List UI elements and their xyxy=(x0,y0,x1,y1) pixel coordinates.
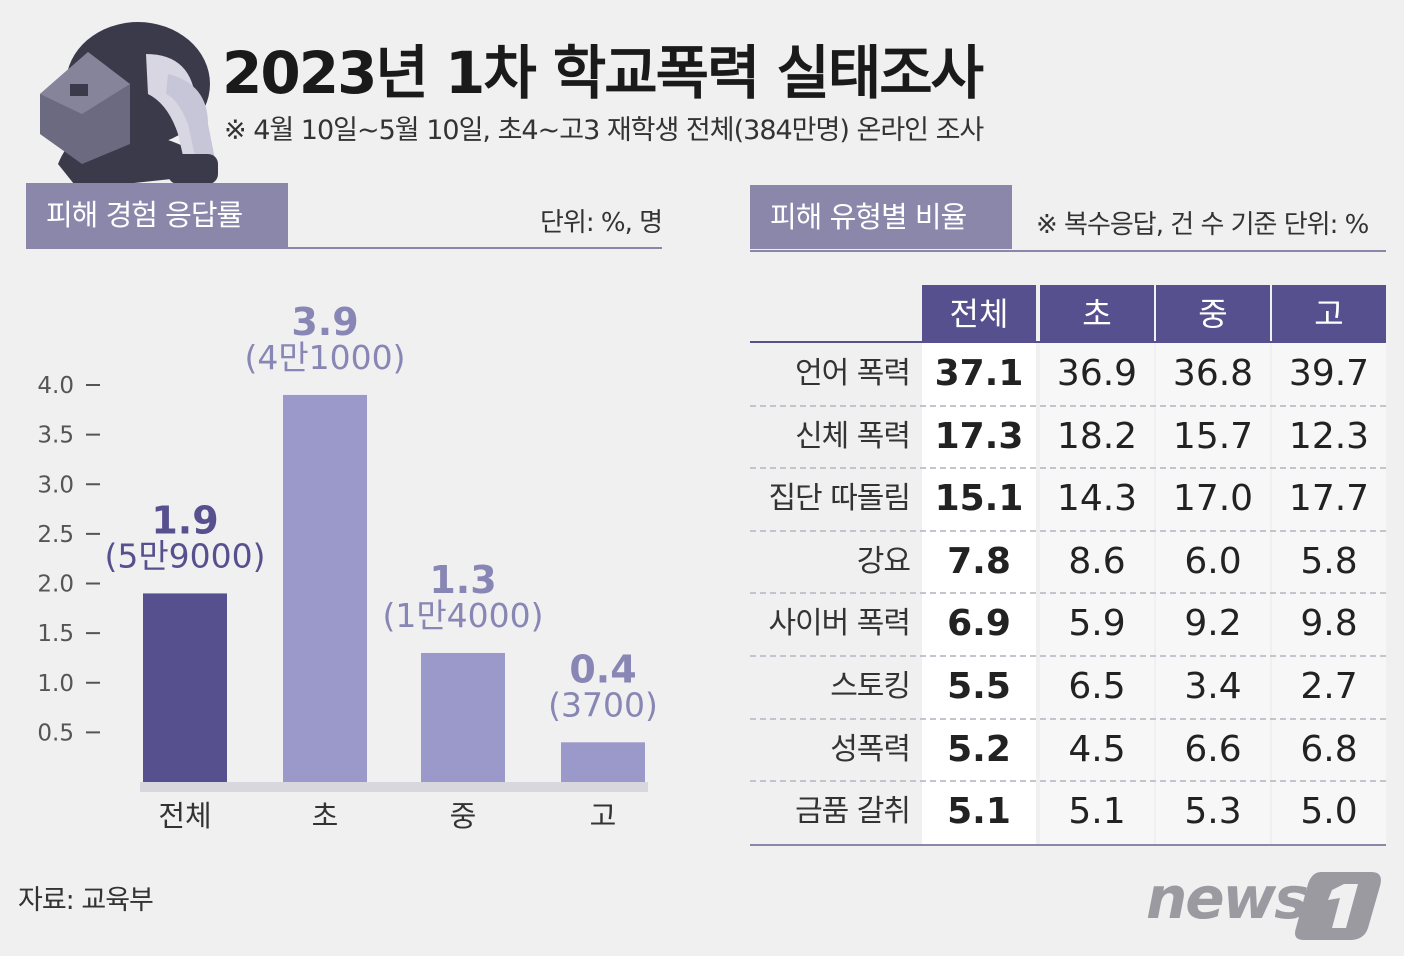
table-row-divider xyxy=(750,467,1386,470)
table-row-label: 언어 폭력 xyxy=(795,356,911,391)
table-row-label: 집단 따돌림 xyxy=(768,481,911,517)
table-row-divider xyxy=(750,404,1386,407)
table-cell: 37.1 xyxy=(934,353,1024,394)
bar-count-label: (3700) xyxy=(548,685,658,724)
student-illustration xyxy=(40,22,218,189)
bar-count-label: (1만4000) xyxy=(382,596,543,635)
table-cell: 6.0 xyxy=(1184,540,1242,582)
y-tick-label: 2.5 xyxy=(37,522,74,548)
table-column-header: 전체 xyxy=(922,285,1036,343)
table-row-label: 스토킹 xyxy=(830,669,911,704)
y-tick-label: 3.5 xyxy=(37,423,74,449)
table-cell: 18.2 xyxy=(1056,415,1138,457)
table-cell: 12.3 xyxy=(1288,415,1370,457)
table-cell: 9.2 xyxy=(1184,603,1242,645)
x-category-label: 고 xyxy=(590,799,617,833)
table-cell: 5.0 xyxy=(1300,791,1358,833)
table-cell: 5.3 xyxy=(1184,791,1242,833)
y-tick-label: 3.0 xyxy=(37,472,74,498)
table-cell: 17.3 xyxy=(934,415,1024,457)
table-row-divider xyxy=(750,780,1386,783)
bar-chart: 0.5 1.0 1.5 2.0 2.5 3.0 3.5 4.0 (5만9000)1.9 전체 (4만… xyxy=(37,300,658,833)
table-row-label: 신체 폭력 xyxy=(795,418,911,454)
y-tick-label: 1.0 xyxy=(37,671,74,697)
table-row-divider xyxy=(750,529,1386,532)
table-cell: 6.6 xyxy=(1184,728,1242,770)
table-cell: 14.3 xyxy=(1056,478,1138,520)
bar-count-label: (5만9000) xyxy=(104,536,265,575)
left-section-tab: 피해 경험 응답률 xyxy=(26,183,288,247)
table-cell: 5.2 xyxy=(947,728,1011,770)
table-row-divider xyxy=(750,655,1386,657)
table-cell: 6.8 xyxy=(1300,728,1358,770)
y-tick-label: 0.5 xyxy=(37,720,74,746)
left-unit-label: 단위: %, 명 xyxy=(540,208,663,238)
table-cell: 17.0 xyxy=(1172,478,1254,520)
table-row-label: 강요 xyxy=(856,543,911,579)
right-section-rule xyxy=(750,250,1386,252)
news1-logo: news xyxy=(1146,864,1381,940)
table-cell: 5.5 xyxy=(947,666,1011,707)
table-cell: 3.4 xyxy=(1184,666,1242,707)
bar-value-label: 1.3 xyxy=(429,558,496,602)
table-cell: 7.8 xyxy=(947,540,1011,582)
subtitle: ※ 4월 10일~5월 10일, 초4~고3 재학생 전체(384만명) 온라인… xyxy=(224,115,984,146)
table-cell: 5.8 xyxy=(1300,540,1358,582)
x-category-label: 전체 xyxy=(158,799,211,833)
table-cell: 15.1 xyxy=(934,478,1024,520)
bar-count-label: (4만1000) xyxy=(244,338,405,377)
table-column-header: 고 xyxy=(1272,285,1386,343)
table-cell: 5.1 xyxy=(947,791,1011,833)
bar xyxy=(561,742,645,782)
bar-value-label: 1.9 xyxy=(151,498,218,542)
page-title: 2023년 1차 학교폭력 실태조사 xyxy=(222,39,984,107)
table-row-divider xyxy=(750,717,1386,720)
table-column-header: 중 xyxy=(1156,285,1270,343)
left-section-rule xyxy=(26,247,662,249)
table-cell: 17.7 xyxy=(1288,478,1370,520)
table-cell: 9.8 xyxy=(1300,603,1358,645)
y-tick-label: 1.5 xyxy=(37,621,74,647)
table-cell: 5.1 xyxy=(1068,791,1126,833)
baseline-shadow xyxy=(140,782,648,792)
table-bottom-line xyxy=(750,843,1386,846)
table-cell: 4.5 xyxy=(1068,728,1126,770)
table-cell: 36.9 xyxy=(1056,353,1138,394)
table-cell: 15.7 xyxy=(1172,415,1254,457)
bar-value-label: 0.4 xyxy=(569,647,636,691)
bar xyxy=(283,394,367,782)
right-unit-label: ※ 복수응답, 건 수 기준 단위: % xyxy=(1036,210,1369,240)
table-cell: 6.5 xyxy=(1068,666,1126,707)
table-cell: 8.6 xyxy=(1068,540,1126,582)
table-cell: 5.9 xyxy=(1068,603,1126,645)
table-cell: 6.9 xyxy=(947,603,1011,645)
source-label: 자료: 교육부 xyxy=(18,885,154,916)
y-tick-label: 2.0 xyxy=(37,572,74,598)
table-row-label: 사이버 폭력 xyxy=(768,606,911,642)
right-section-tab: 피해 유형별 비율 xyxy=(750,185,1012,249)
table-cell: 39.7 xyxy=(1288,353,1370,394)
x-category-label: 중 xyxy=(450,799,477,833)
table-row-divider xyxy=(750,592,1386,595)
y-tick-label: 4.0 xyxy=(37,373,74,399)
x-category-label: 초 xyxy=(312,799,339,833)
svg-text:news: news xyxy=(1146,864,1307,932)
bar xyxy=(421,652,505,782)
table-row-label: 성폭력 xyxy=(830,731,911,767)
table-row-label: 금품 갈취 xyxy=(795,794,911,830)
bar-value-label: 3.9 xyxy=(291,300,358,344)
table-cell: 2.7 xyxy=(1300,666,1358,707)
bar xyxy=(143,593,227,782)
table-column-header: 초 xyxy=(1040,285,1154,343)
table-cell: 36.8 xyxy=(1172,353,1254,394)
